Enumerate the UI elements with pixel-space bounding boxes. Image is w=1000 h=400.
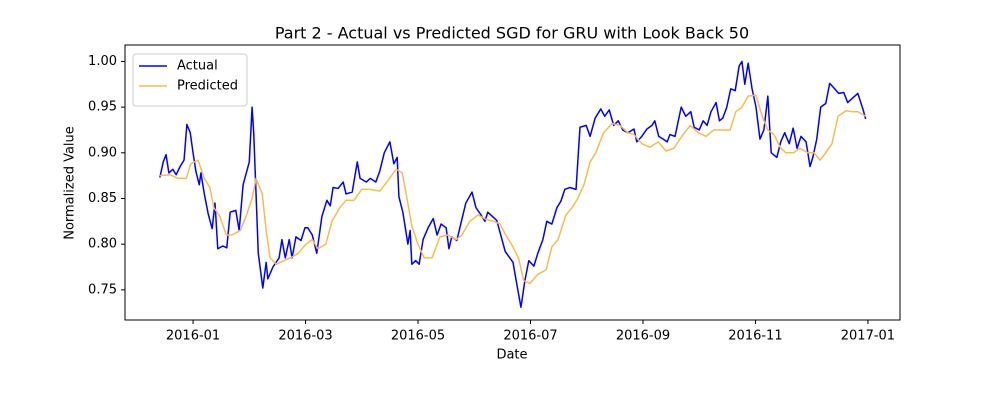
x-tick-label: 2016-09 <box>616 329 670 344</box>
x-tick-label: 2017-01 <box>841 329 895 344</box>
y-tick-label: 0.80 <box>88 237 117 252</box>
chart-title: Part 2 - Actual vs Predicted SGD for GRU… <box>275 24 749 43</box>
x-tick-label: 2016-11 <box>728 329 782 344</box>
axes-frame <box>124 44 901 321</box>
y-tick-label: 0.90 <box>88 145 117 160</box>
y-tick-label: 0.85 <box>88 191 117 206</box>
data-line <box>159 94 867 285</box>
x-tick-label: 2016-01 <box>166 329 220 344</box>
legend-label: Actual <box>177 59 218 74</box>
y-tick-label: 0.75 <box>88 282 117 297</box>
x-tick-label: 2016-03 <box>278 329 332 344</box>
y-tick-label: 1.00 <box>88 54 117 69</box>
y-axis-label: Normalized Value <box>63 126 78 240</box>
legend-label: Predicted <box>177 79 238 94</box>
data-line <box>159 60 867 308</box>
x-axis-label: Date <box>496 348 527 363</box>
legend-box <box>132 53 248 107</box>
x-tick-label: 2016-05 <box>391 329 445 344</box>
x-tick-label: 2016-07 <box>503 329 557 344</box>
y-tick-label: 0.95 <box>88 100 117 115</box>
